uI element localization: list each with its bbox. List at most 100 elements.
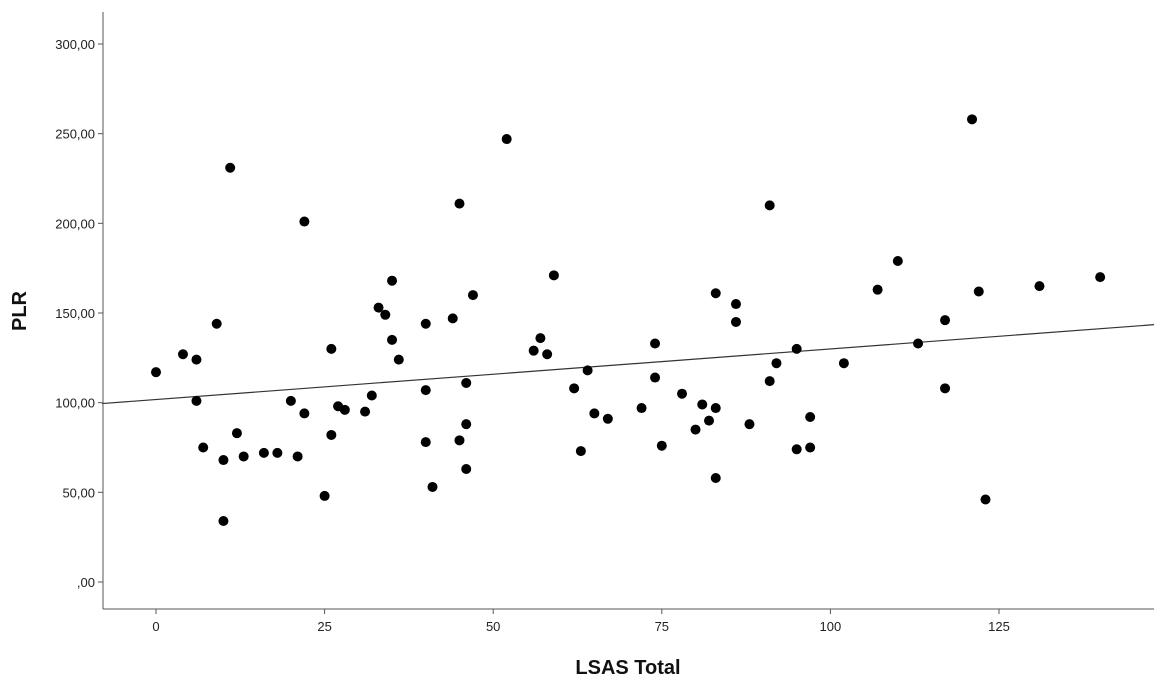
- data-point-22: [360, 406, 371, 417]
- data-point-50: [636, 403, 647, 414]
- data-point-40: [501, 134, 512, 145]
- y-axis-ticks: ,00 50,00 100,00 150,00 200,00 250,00 300,00: [55, 37, 103, 590]
- data-point-47: [582, 365, 593, 376]
- data-point-51: [650, 338, 661, 349]
- data-point-21: [339, 404, 350, 415]
- y-tick-label: 150,00: [55, 306, 95, 321]
- data-point-33: [447, 313, 458, 324]
- data-point-74: [913, 338, 924, 349]
- data-point-63: [744, 419, 755, 430]
- data-point-41: [528, 345, 539, 356]
- data-point-46: [575, 446, 586, 457]
- x-axis-ticks: 0 25 50 75 100 125: [152, 609, 1010, 634]
- data-point-38: [461, 464, 472, 475]
- data-point-39: [467, 290, 478, 301]
- data-point-10: [238, 451, 249, 462]
- x-tick-label: 75: [655, 619, 669, 634]
- y-tick-label: 50,00: [62, 485, 95, 500]
- data-point-19: [326, 429, 337, 440]
- data-point-0: [151, 367, 161, 378]
- data-point-53: [656, 440, 667, 451]
- data-point-29: [420, 318, 431, 329]
- data-point-52: [650, 372, 661, 383]
- data-points-layer: [151, 114, 1106, 527]
- data-point-36: [461, 377, 472, 388]
- data-point-42: [535, 333, 546, 344]
- data-point-13: [285, 395, 296, 406]
- data-point-5: [211, 318, 222, 329]
- data-point-25: [380, 309, 391, 320]
- data-point-1: [177, 349, 188, 360]
- data-point-14: [292, 451, 303, 462]
- data-point-35: [454, 435, 465, 446]
- data-point-37: [461, 419, 472, 430]
- fit-line-layer: [102, 324, 1155, 405]
- data-point-43: [542, 349, 553, 360]
- data-point-62: [730, 316, 741, 327]
- data-point-15: [299, 216, 310, 227]
- data-point-32: [427, 481, 438, 492]
- data-point-79: [980, 494, 991, 505]
- x-tick-label: 25: [317, 619, 331, 634]
- data-point-23: [366, 390, 377, 401]
- data-point-49: [602, 413, 613, 424]
- y-axis-title: PLR: [9, 290, 31, 331]
- data-point-31: [420, 437, 431, 448]
- data-point-24: [373, 302, 384, 313]
- x-axis-title: LSAS Total: [575, 657, 680, 679]
- data-point-76: [940, 383, 951, 394]
- y-tick-label: 300,00: [55, 37, 95, 52]
- data-point-7: [218, 516, 229, 527]
- data-point-27: [387, 334, 398, 345]
- data-point-17: [319, 490, 330, 501]
- data-point-4: [198, 442, 209, 453]
- data-point-11: [258, 447, 269, 458]
- data-point-16: [299, 408, 310, 419]
- data-point-60: [710, 472, 721, 483]
- data-point-69: [805, 412, 816, 423]
- y-tick-label: 100,00: [55, 396, 95, 411]
- data-point-78: [973, 286, 984, 297]
- data-point-54: [677, 388, 688, 399]
- x-tick-label: 50: [486, 619, 500, 634]
- data-point-9: [231, 428, 242, 439]
- data-point-57: [704, 415, 715, 426]
- data-point-59: [710, 403, 721, 414]
- data-point-66: [771, 358, 782, 369]
- y-tick-label: ,00: [77, 575, 95, 590]
- data-point-61: [730, 299, 741, 310]
- y-tick-label: 200,00: [55, 216, 95, 231]
- data-point-55: [690, 424, 701, 435]
- data-point-2: [191, 354, 202, 365]
- data-point-30: [420, 385, 431, 396]
- data-point-71: [838, 358, 849, 369]
- data-point-28: [393, 354, 404, 365]
- data-point-68: [791, 444, 802, 455]
- data-point-12: [272, 447, 283, 458]
- x-tick-label: 0: [152, 619, 159, 634]
- data-point-18: [326, 343, 337, 354]
- data-point-81: [1095, 272, 1106, 283]
- data-point-72: [872, 284, 883, 295]
- data-point-64: [764, 200, 775, 211]
- data-point-70: [805, 442, 816, 453]
- data-point-75: [940, 315, 951, 326]
- data-point-44: [548, 270, 559, 281]
- data-point-56: [697, 399, 708, 410]
- data-point-26: [387, 275, 398, 286]
- data-point-80: [1034, 281, 1045, 292]
- data-point-65: [764, 376, 775, 387]
- fit-line: [102, 324, 1155, 405]
- x-tick-label: 125: [988, 619, 1010, 634]
- data-point-48: [589, 408, 600, 419]
- data-point-77: [967, 114, 978, 125]
- x-tick-label: 100: [820, 619, 842, 634]
- data-point-67: [791, 343, 802, 354]
- data-point-6: [218, 455, 229, 466]
- data-point-45: [569, 383, 580, 394]
- data-point-58: [710, 288, 721, 299]
- data-point-34: [454, 198, 465, 209]
- y-tick-label: 250,00: [55, 127, 95, 142]
